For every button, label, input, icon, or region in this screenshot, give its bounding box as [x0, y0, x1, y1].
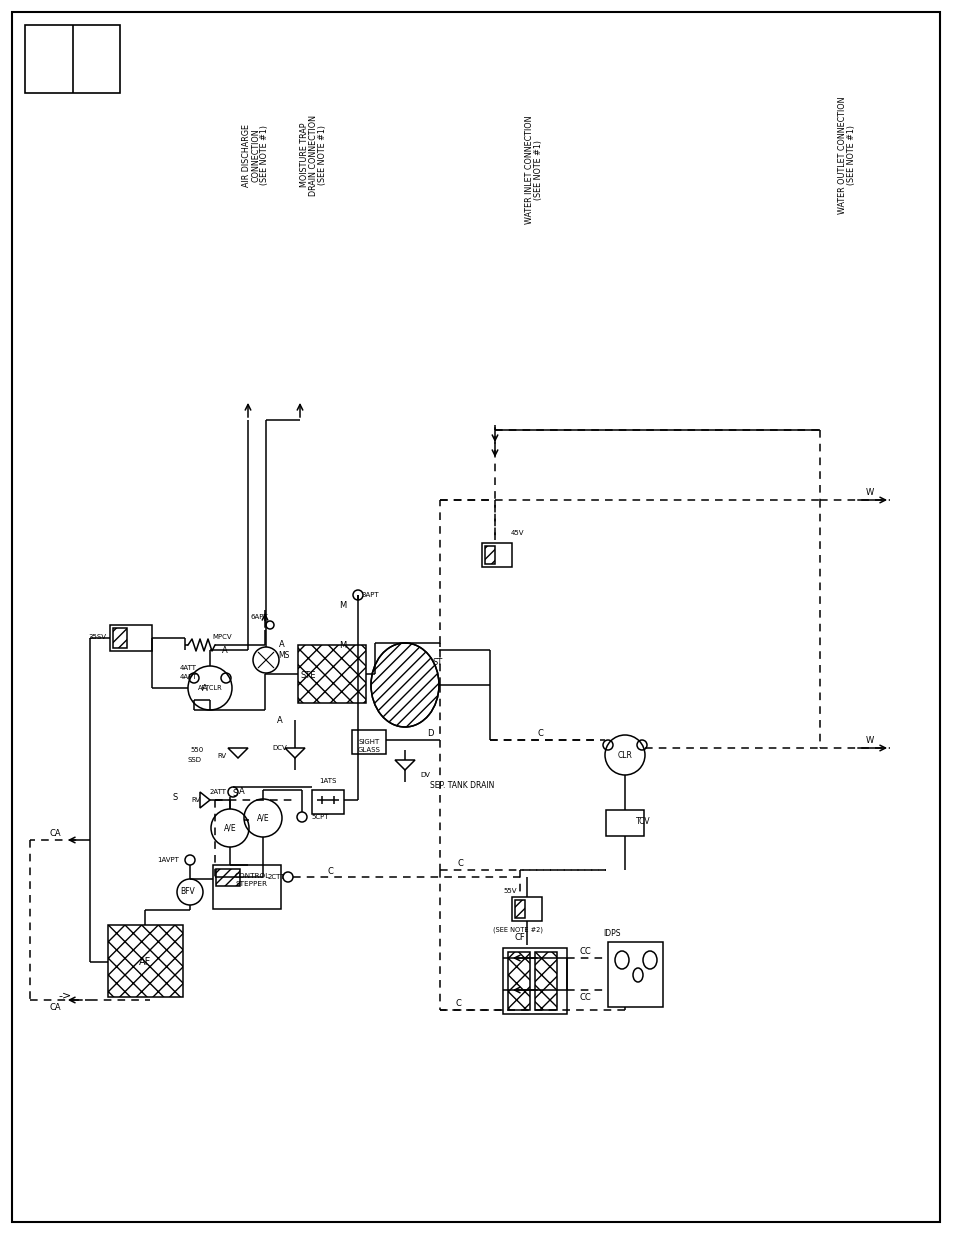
Bar: [112, 629, 127, 648]
Bar: [502, 948, 566, 1014]
Text: CF: CF: [514, 934, 525, 942]
Ellipse shape: [371, 643, 438, 727]
Text: A: A: [279, 640, 285, 648]
Text: BFV: BFV: [180, 888, 195, 897]
Polygon shape: [200, 792, 210, 808]
Bar: [297, 645, 366, 703]
Text: WATER OUTLET CONNECTION: WATER OUTLET CONNECTION: [838, 96, 846, 214]
Text: SSD: SSD: [188, 757, 202, 763]
Text: MOISTURE TRAP: MOISTURE TRAP: [300, 122, 309, 188]
Polygon shape: [395, 760, 415, 769]
Text: CC: CC: [578, 993, 590, 1003]
Text: MS: MS: [278, 651, 290, 659]
Text: C: C: [456, 858, 462, 867]
Bar: [481, 543, 512, 567]
Bar: [215, 869, 240, 885]
Bar: [607, 942, 662, 1007]
Text: WATER INLET CONNECTION: WATER INLET CONNECTION: [525, 116, 534, 225]
Text: RV: RV: [217, 753, 226, 760]
Text: CLR: CLR: [617, 751, 632, 760]
Polygon shape: [228, 748, 248, 758]
Text: GLASS: GLASS: [357, 747, 380, 753]
Text: 2CTT: 2CTT: [267, 874, 284, 881]
Bar: [515, 900, 524, 918]
Bar: [535, 952, 557, 1010]
Text: (SEE NOTE #1): (SEE NOTE #1): [260, 125, 269, 185]
Text: DRAIN CONNECTION: DRAIN CONNECTION: [309, 115, 318, 195]
Text: AFTCLR: AFTCLR: [197, 685, 222, 692]
Text: 2ATT: 2ATT: [210, 789, 226, 795]
Text: MPCV: MPCV: [212, 634, 232, 640]
Text: SIGHT: SIGHT: [358, 739, 379, 745]
Bar: [312, 790, 344, 814]
Polygon shape: [285, 748, 305, 758]
Bar: [108, 925, 183, 997]
Text: SEP. TANK DRAIN: SEP. TANK DRAIN: [430, 781, 494, 789]
Text: M: M: [339, 600, 346, 610]
Bar: [484, 546, 495, 564]
Text: 3APT: 3APT: [361, 592, 378, 598]
Text: DV: DV: [419, 772, 430, 778]
Bar: [213, 864, 281, 909]
Text: S: S: [172, 793, 177, 802]
Text: S: S: [233, 788, 237, 798]
Bar: [110, 625, 152, 651]
Text: ->: ->: [58, 990, 71, 1000]
Bar: [25, 25, 120, 93]
Bar: [507, 952, 530, 1010]
Text: 6APT: 6APT: [250, 614, 268, 620]
Text: STE: STE: [300, 671, 315, 679]
Text: A: A: [276, 715, 283, 725]
Text: C: C: [455, 999, 460, 1008]
Bar: [352, 730, 386, 755]
Text: (SEE NOTE #1): (SEE NOTE #1): [318, 125, 327, 185]
Text: CONNECTION: CONNECTION: [252, 128, 260, 182]
Text: 1ATS: 1ATS: [319, 778, 336, 784]
Text: C: C: [537, 729, 542, 737]
Text: (SEE NOTE #1): (SEE NOTE #1): [534, 140, 543, 200]
Text: (SEE NOTE #1): (SEE NOTE #1): [846, 125, 856, 185]
Text: AF: AF: [139, 957, 151, 967]
Text: 55V: 55V: [503, 888, 517, 894]
Text: 35SV: 35SV: [88, 634, 106, 640]
Text: A/E: A/E: [256, 814, 269, 823]
Text: CA: CA: [50, 829, 61, 837]
Text: (SEE NOTE #2): (SEE NOTE #2): [493, 926, 542, 934]
Text: 550: 550: [191, 747, 203, 753]
Text: 1AVPT: 1AVPT: [157, 857, 179, 863]
Text: C: C: [327, 867, 333, 877]
Text: IDPS: IDPS: [602, 930, 620, 939]
Text: A/E: A/E: [223, 824, 236, 832]
Text: CC: CC: [578, 946, 590, 956]
Text: CONTROL: CONTROL: [234, 873, 270, 879]
Text: AIR DISCHARGE: AIR DISCHARGE: [242, 124, 252, 186]
Text: TCV: TCV: [635, 818, 650, 826]
Text: A: A: [202, 683, 208, 693]
Text: W: W: [865, 736, 873, 745]
Text: RV: RV: [192, 797, 200, 803]
Text: 45V: 45V: [510, 530, 523, 536]
Text: 4ATT: 4ATT: [179, 664, 196, 671]
Text: STEPPER: STEPPER: [235, 881, 268, 887]
Text: A: A: [222, 646, 228, 655]
Text: DCV: DCV: [273, 745, 287, 751]
Text: M: M: [339, 641, 346, 650]
Text: 4APT: 4APT: [179, 674, 196, 680]
Text: W: W: [865, 488, 873, 496]
Text: D: D: [426, 729, 433, 737]
Text: CA: CA: [50, 1003, 61, 1011]
Text: 5CPT: 5CPT: [311, 814, 329, 820]
Bar: [605, 810, 643, 836]
Text: A: A: [239, 787, 245, 795]
Bar: [512, 897, 541, 921]
Text: ST: ST: [433, 657, 442, 667]
